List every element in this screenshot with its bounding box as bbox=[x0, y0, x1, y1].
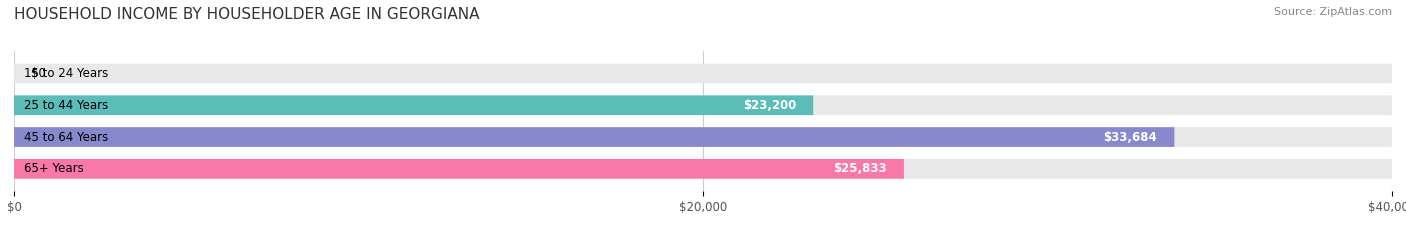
Text: 45 to 64 Years: 45 to 64 Years bbox=[24, 130, 108, 144]
Text: 65+ Years: 65+ Years bbox=[24, 162, 84, 175]
FancyBboxPatch shape bbox=[14, 96, 1392, 115]
FancyBboxPatch shape bbox=[14, 64, 1392, 83]
Text: 15 to 24 Years: 15 to 24 Years bbox=[24, 67, 108, 80]
Text: HOUSEHOLD INCOME BY HOUSEHOLDER AGE IN GEORGIANA: HOUSEHOLD INCOME BY HOUSEHOLDER AGE IN G… bbox=[14, 7, 479, 22]
Text: 25 to 44 Years: 25 to 44 Years bbox=[24, 99, 108, 112]
Text: $33,684: $33,684 bbox=[1104, 130, 1157, 144]
FancyBboxPatch shape bbox=[14, 127, 1392, 147]
FancyBboxPatch shape bbox=[14, 159, 1392, 179]
Text: $0: $0 bbox=[31, 67, 46, 80]
Text: Source: ZipAtlas.com: Source: ZipAtlas.com bbox=[1274, 7, 1392, 17]
FancyBboxPatch shape bbox=[14, 159, 904, 179]
Text: $23,200: $23,200 bbox=[742, 99, 796, 112]
FancyBboxPatch shape bbox=[14, 96, 813, 115]
FancyBboxPatch shape bbox=[14, 127, 1174, 147]
Text: $25,833: $25,833 bbox=[834, 162, 887, 175]
